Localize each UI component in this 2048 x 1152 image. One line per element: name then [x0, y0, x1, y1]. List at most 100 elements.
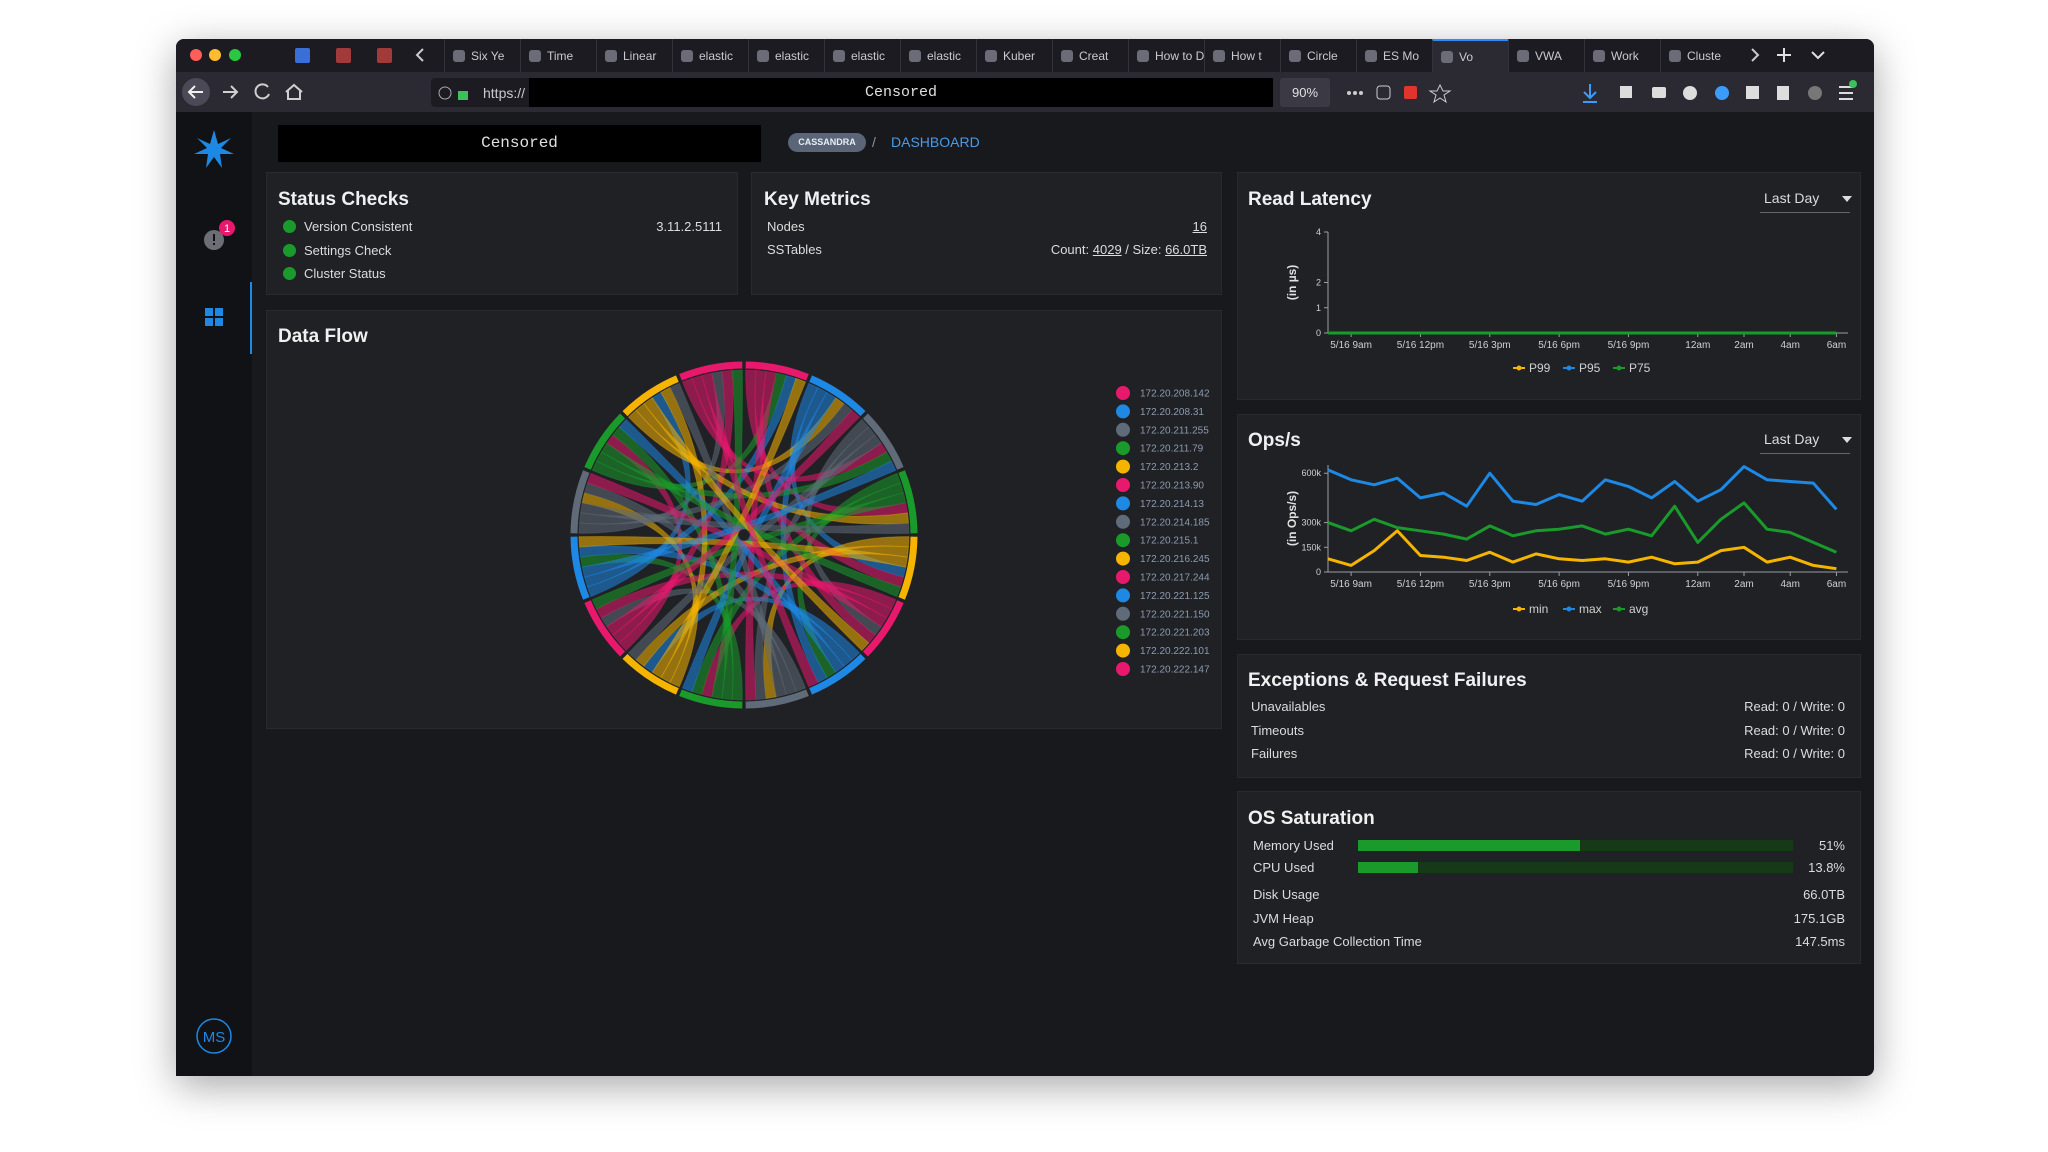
maximize-button[interactable] — [229, 49, 241, 61]
pinned-tab[interactable] — [377, 48, 392, 63]
nav-buttons — [182, 78, 303, 106]
count-value[interactable]: 4029 — [1092, 242, 1122, 257]
range-selector[interactable]: Last Day — [1764, 431, 1820, 447]
active-indicator — [250, 282, 252, 354]
tab[interactable]: elastic — [900, 39, 976, 72]
tab-title: Circle — [1307, 48, 1338, 63]
metric-value: Count: 4029 / Size: 66.0TB — [900, 242, 1207, 257]
minimize-button[interactable] — [209, 49, 221, 61]
tab-icon — [529, 49, 541, 62]
metric-value[interactable]: 16 — [1192, 219, 1207, 234]
lock-icon — [458, 91, 468, 100]
tab[interactable]: VWA — [1508, 39, 1584, 72]
tab[interactable]: How t — [1204, 39, 1280, 72]
tab[interactable]: Linear — [596, 39, 672, 72]
stat-label: JVM Heap — [1253, 910, 1314, 926]
tab[interactable]: Creat — [1052, 39, 1128, 72]
panel-title: Key Metrics — [764, 189, 871, 210]
extension-icon[interactable] — [1620, 86, 1632, 98]
extension-icon[interactable] — [1777, 86, 1789, 100]
tab[interactable]: elastic — [672, 39, 748, 72]
reload-button[interactable] — [254, 83, 270, 100]
pinned-tab[interactable] — [336, 48, 351, 63]
alerts-glyph — [213, 243, 215, 245]
size-value[interactable]: 66.0TB — [1165, 242, 1207, 257]
read-latency-panel — [1237, 172, 1861, 400]
address-censor — [529, 78, 1273, 107]
pinned-tab[interactable] — [295, 48, 310, 63]
extension-icon[interactable] — [1715, 86, 1729, 100]
exception-label: Timeouts — [1251, 722, 1304, 738]
bar-track — [1358, 862, 1793, 873]
tab-title: Linear — [623, 48, 657, 63]
tab-title: elastic — [927, 48, 962, 63]
cluster-type-badge: CASSANDRA — [788, 133, 866, 152]
pocket-icon[interactable] — [1376, 85, 1391, 100]
extension-icon[interactable] — [1808, 86, 1822, 100]
check-icon — [283, 243, 296, 257]
exception-label: Failures — [1251, 746, 1298, 761]
close-button[interactable] — [190, 49, 202, 61]
dashboard-icon[interactable] — [215, 318, 223, 326]
tab-list[interactable] — [1811, 51, 1825, 60]
stat-value: 175.1GB — [1793, 910, 1845, 926]
extension-icon[interactable] — [1746, 86, 1759, 99]
tab[interactable]: Time — [520, 39, 596, 72]
data-flow-panel — [266, 310, 1222, 729]
stat-label: Avg Garbage Collection Time — [1253, 934, 1422, 949]
tab[interactable]: elastic — [824, 39, 900, 72]
tab[interactable]: ES Mo — [1356, 39, 1432, 72]
tab[interactable]: Circle — [1280, 39, 1356, 72]
tab-icon — [681, 49, 693, 62]
tab-scroll-right[interactable] — [1751, 48, 1760, 62]
exception-value: Read: 0 / Write: 0 — [1744, 699, 1845, 714]
window-controls — [190, 48, 424, 63]
tab[interactable]: elastic — [748, 39, 824, 72]
tab-scroll-left[interactable] — [415, 48, 424, 62]
saturation-bar — [1358, 840, 1580, 851]
downloads[interactable] — [1583, 84, 1597, 103]
extension-icon[interactable] — [1404, 86, 1417, 99]
check-icon — [283, 220, 296, 233]
bookmark-star[interactable] — [1428, 83, 1452, 104]
app-menu[interactable] — [1839, 86, 1853, 100]
saturation-label: Memory Used — [1253, 838, 1334, 853]
tab-icon — [605, 49, 617, 62]
sidebar — [176, 112, 252, 1076]
dashboard-icon[interactable] — [205, 318, 213, 326]
range-selector[interactable]: Last Day — [1764, 190, 1820, 206]
extension-icon[interactable] — [1683, 86, 1697, 100]
tab-icon — [453, 49, 465, 62]
count-label: Count: — [1050, 242, 1090, 257]
tab[interactable]: Vo — [1432, 39, 1508, 72]
breadcrumb-page[interactable]: DASHBOARD — [891, 134, 980, 150]
extension-icon[interactable] — [1652, 87, 1666, 98]
dashboard-icon[interactable] — [215, 308, 223, 316]
panel-title: Data Flow — [278, 326, 368, 347]
tab-icon — [1365, 49, 1377, 62]
tab-controls — [1751, 48, 1825, 62]
tab-icon — [1517, 49, 1529, 62]
tab-icon — [1213, 49, 1225, 62]
dashboard-icon[interactable] — [205, 308, 213, 316]
tab[interactable]: Work — [1584, 39, 1660, 72]
tab[interactable]: Cluste — [1660, 39, 1736, 72]
tab[interactable]: How to De — [1128, 39, 1204, 72]
tab[interactable]: Kuber — [976, 39, 1052, 72]
check-icon — [283, 267, 296, 280]
info-icon[interactable] — [438, 86, 452, 100]
home-button[interactable] — [285, 83, 303, 100]
exception-value: Read: 0 / Write: 0 — [1744, 746, 1845, 761]
site-info — [438, 86, 468, 100]
app-logo[interactable] — [194, 130, 234, 168]
cluster-name: Censored — [481, 134, 558, 152]
tab-icon — [1137, 49, 1149, 62]
zoom-level[interactable]: 90% — [1280, 78, 1330, 107]
user-avatar[interactable] — [196, 1018, 232, 1054]
cluster-selector[interactable] — [278, 125, 761, 162]
new-tab[interactable] — [1777, 48, 1791, 62]
forward-button[interactable] — [223, 85, 239, 99]
tab-title: How to De — [1155, 48, 1204, 63]
tab[interactable]: Six Ye — [444, 39, 520, 72]
